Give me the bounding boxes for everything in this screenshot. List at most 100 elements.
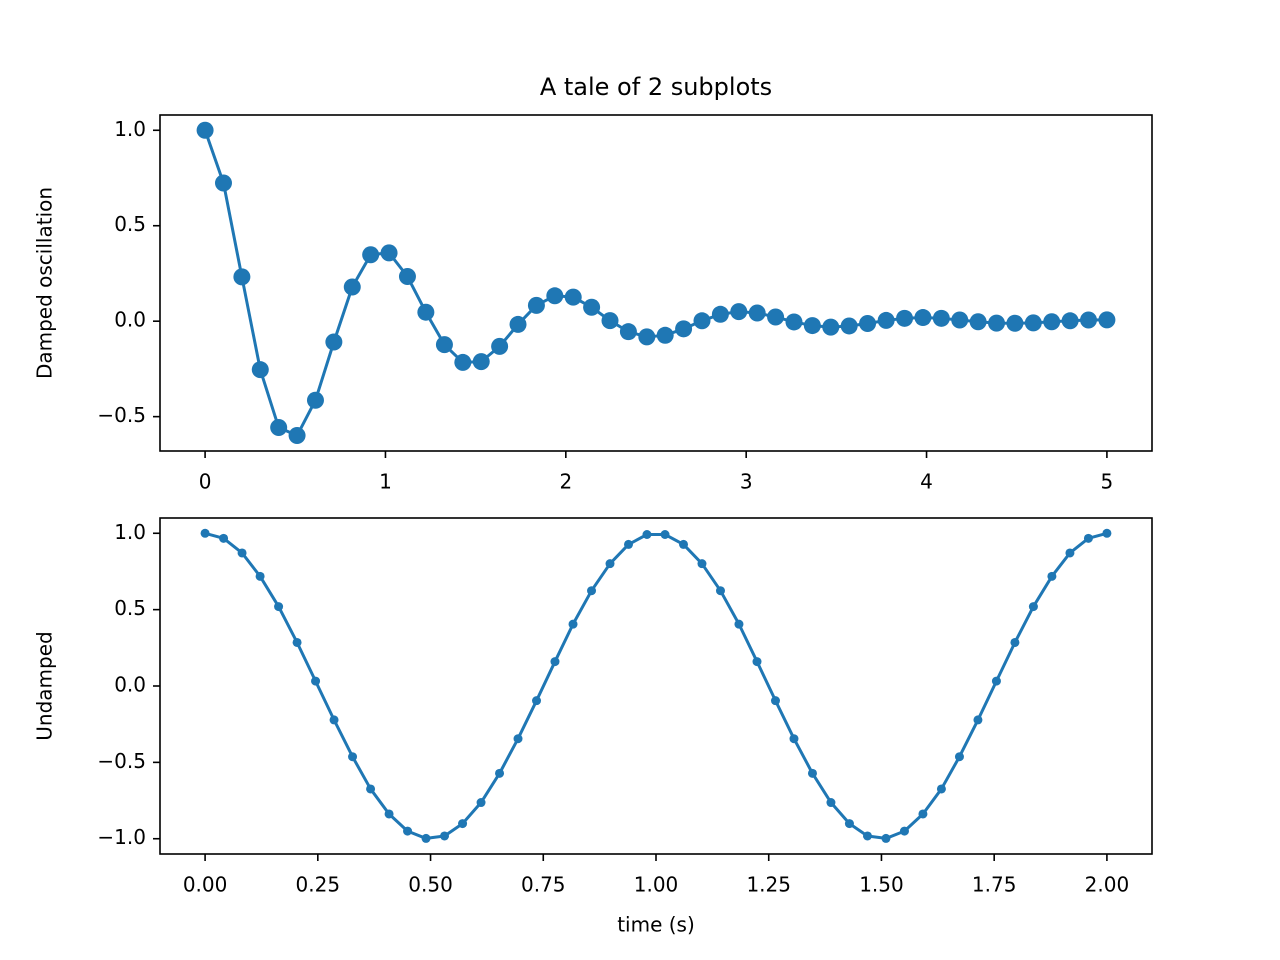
data-point <box>619 323 637 341</box>
x-tick-label: 3 <box>740 470 753 494</box>
y-tick-label: 1.0 <box>114 117 146 141</box>
data-point <box>329 715 339 725</box>
data-point <box>785 313 803 331</box>
data-point <box>288 427 306 445</box>
data-point <box>605 559 615 569</box>
data-point <box>306 391 324 409</box>
x-tick-label: 0.00 <box>183 873 228 897</box>
data-point <box>730 303 748 321</box>
data-point <box>988 314 1006 332</box>
data-point <box>715 586 725 596</box>
data-point <box>693 312 711 330</box>
data-point <box>564 288 582 306</box>
data-point <box>767 308 785 326</box>
x-tick-label: 0.75 <box>521 873 566 897</box>
data-point <box>862 831 872 841</box>
data-point <box>270 419 288 437</box>
x-tick-label: 1.75 <box>972 873 1017 897</box>
data-point <box>311 676 321 686</box>
data-point <box>251 361 269 379</box>
data-point <box>803 317 821 335</box>
data-point <box>1102 528 1112 538</box>
data-point <box>936 784 946 794</box>
data-point <box>1043 313 1061 331</box>
data-point <box>476 798 486 808</box>
data-point <box>679 539 689 549</box>
data-point <box>918 809 928 819</box>
data-point <box>734 619 744 629</box>
data-point <box>1028 602 1038 612</box>
x-axis-label: time (s) <box>617 913 695 937</box>
data-point <box>348 752 358 762</box>
data-point <box>509 315 527 333</box>
data-point <box>1024 314 1042 332</box>
data-point <box>826 798 836 808</box>
data-point <box>899 826 909 836</box>
plot-frame <box>159 517 1153 855</box>
data-point <box>200 528 210 538</box>
data-point <box>951 311 969 329</box>
y-tick-label: 0.0 <box>114 308 146 332</box>
data-point <box>527 296 545 314</box>
chart-title: A tale of 2 subplots <box>540 73 772 101</box>
data-point <box>1061 312 1079 330</box>
data-line <box>204 531 1108 840</box>
data-point <box>325 333 343 351</box>
data-point <box>638 328 656 346</box>
data-line <box>203 129 1107 438</box>
data-point <box>789 734 799 744</box>
data-point <box>752 657 762 667</box>
data-point <box>472 353 490 371</box>
y-axis-label: Undamped <box>33 631 57 740</box>
x-tick-label: 1.25 <box>746 873 791 897</box>
data-point <box>660 529 670 539</box>
x-tick-label: 2.00 <box>1085 873 1130 897</box>
data-point <box>656 326 674 344</box>
data-point <box>417 303 435 321</box>
data-point <box>587 586 597 596</box>
data-point <box>1080 311 1098 329</box>
x-tick-label: 1 <box>379 470 392 494</box>
data-point <box>623 539 633 549</box>
y-tick-label: 0.5 <box>114 596 146 620</box>
data-point <box>384 809 394 819</box>
y-tick-label: −0.5 <box>97 749 146 773</box>
data-point <box>932 309 950 327</box>
x-tick-label: 5 <box>1101 470 1114 494</box>
data-point <box>398 268 416 286</box>
x-tick-label: 4 <box>920 470 933 494</box>
data-point <box>274 602 284 612</box>
y-axis-label: Damped oscillation <box>33 187 57 379</box>
data-point <box>711 305 729 323</box>
x-tick-label: 1.50 <box>859 873 904 897</box>
data-point <box>343 278 361 296</box>
data-point <box>454 353 472 371</box>
data-point <box>1006 314 1024 332</box>
data-point <box>255 571 265 581</box>
data-point <box>568 619 578 629</box>
data-point <box>675 320 693 338</box>
data-point <box>697 559 707 569</box>
data-point <box>840 317 858 335</box>
data-point <box>366 784 376 794</box>
data-point <box>1065 548 1075 558</box>
data-point <box>421 833 431 843</box>
data-point <box>440 831 450 841</box>
data-point <box>550 657 560 667</box>
data-point <box>1047 571 1057 581</box>
data-point <box>583 298 601 316</box>
data-point <box>1083 533 1093 543</box>
data-point <box>1010 637 1020 647</box>
data-point <box>642 529 652 539</box>
data-point <box>914 309 932 327</box>
data-point <box>1098 311 1116 329</box>
data-point <box>495 768 505 778</box>
data-point <box>458 819 468 829</box>
x-tick-label: 0.25 <box>296 873 341 897</box>
data-point <box>991 676 1001 686</box>
data-point <box>380 244 398 262</box>
data-point <box>770 696 780 706</box>
y-tick-label: 0.5 <box>114 212 146 236</box>
y-tick-label: −1.0 <box>97 825 146 849</box>
